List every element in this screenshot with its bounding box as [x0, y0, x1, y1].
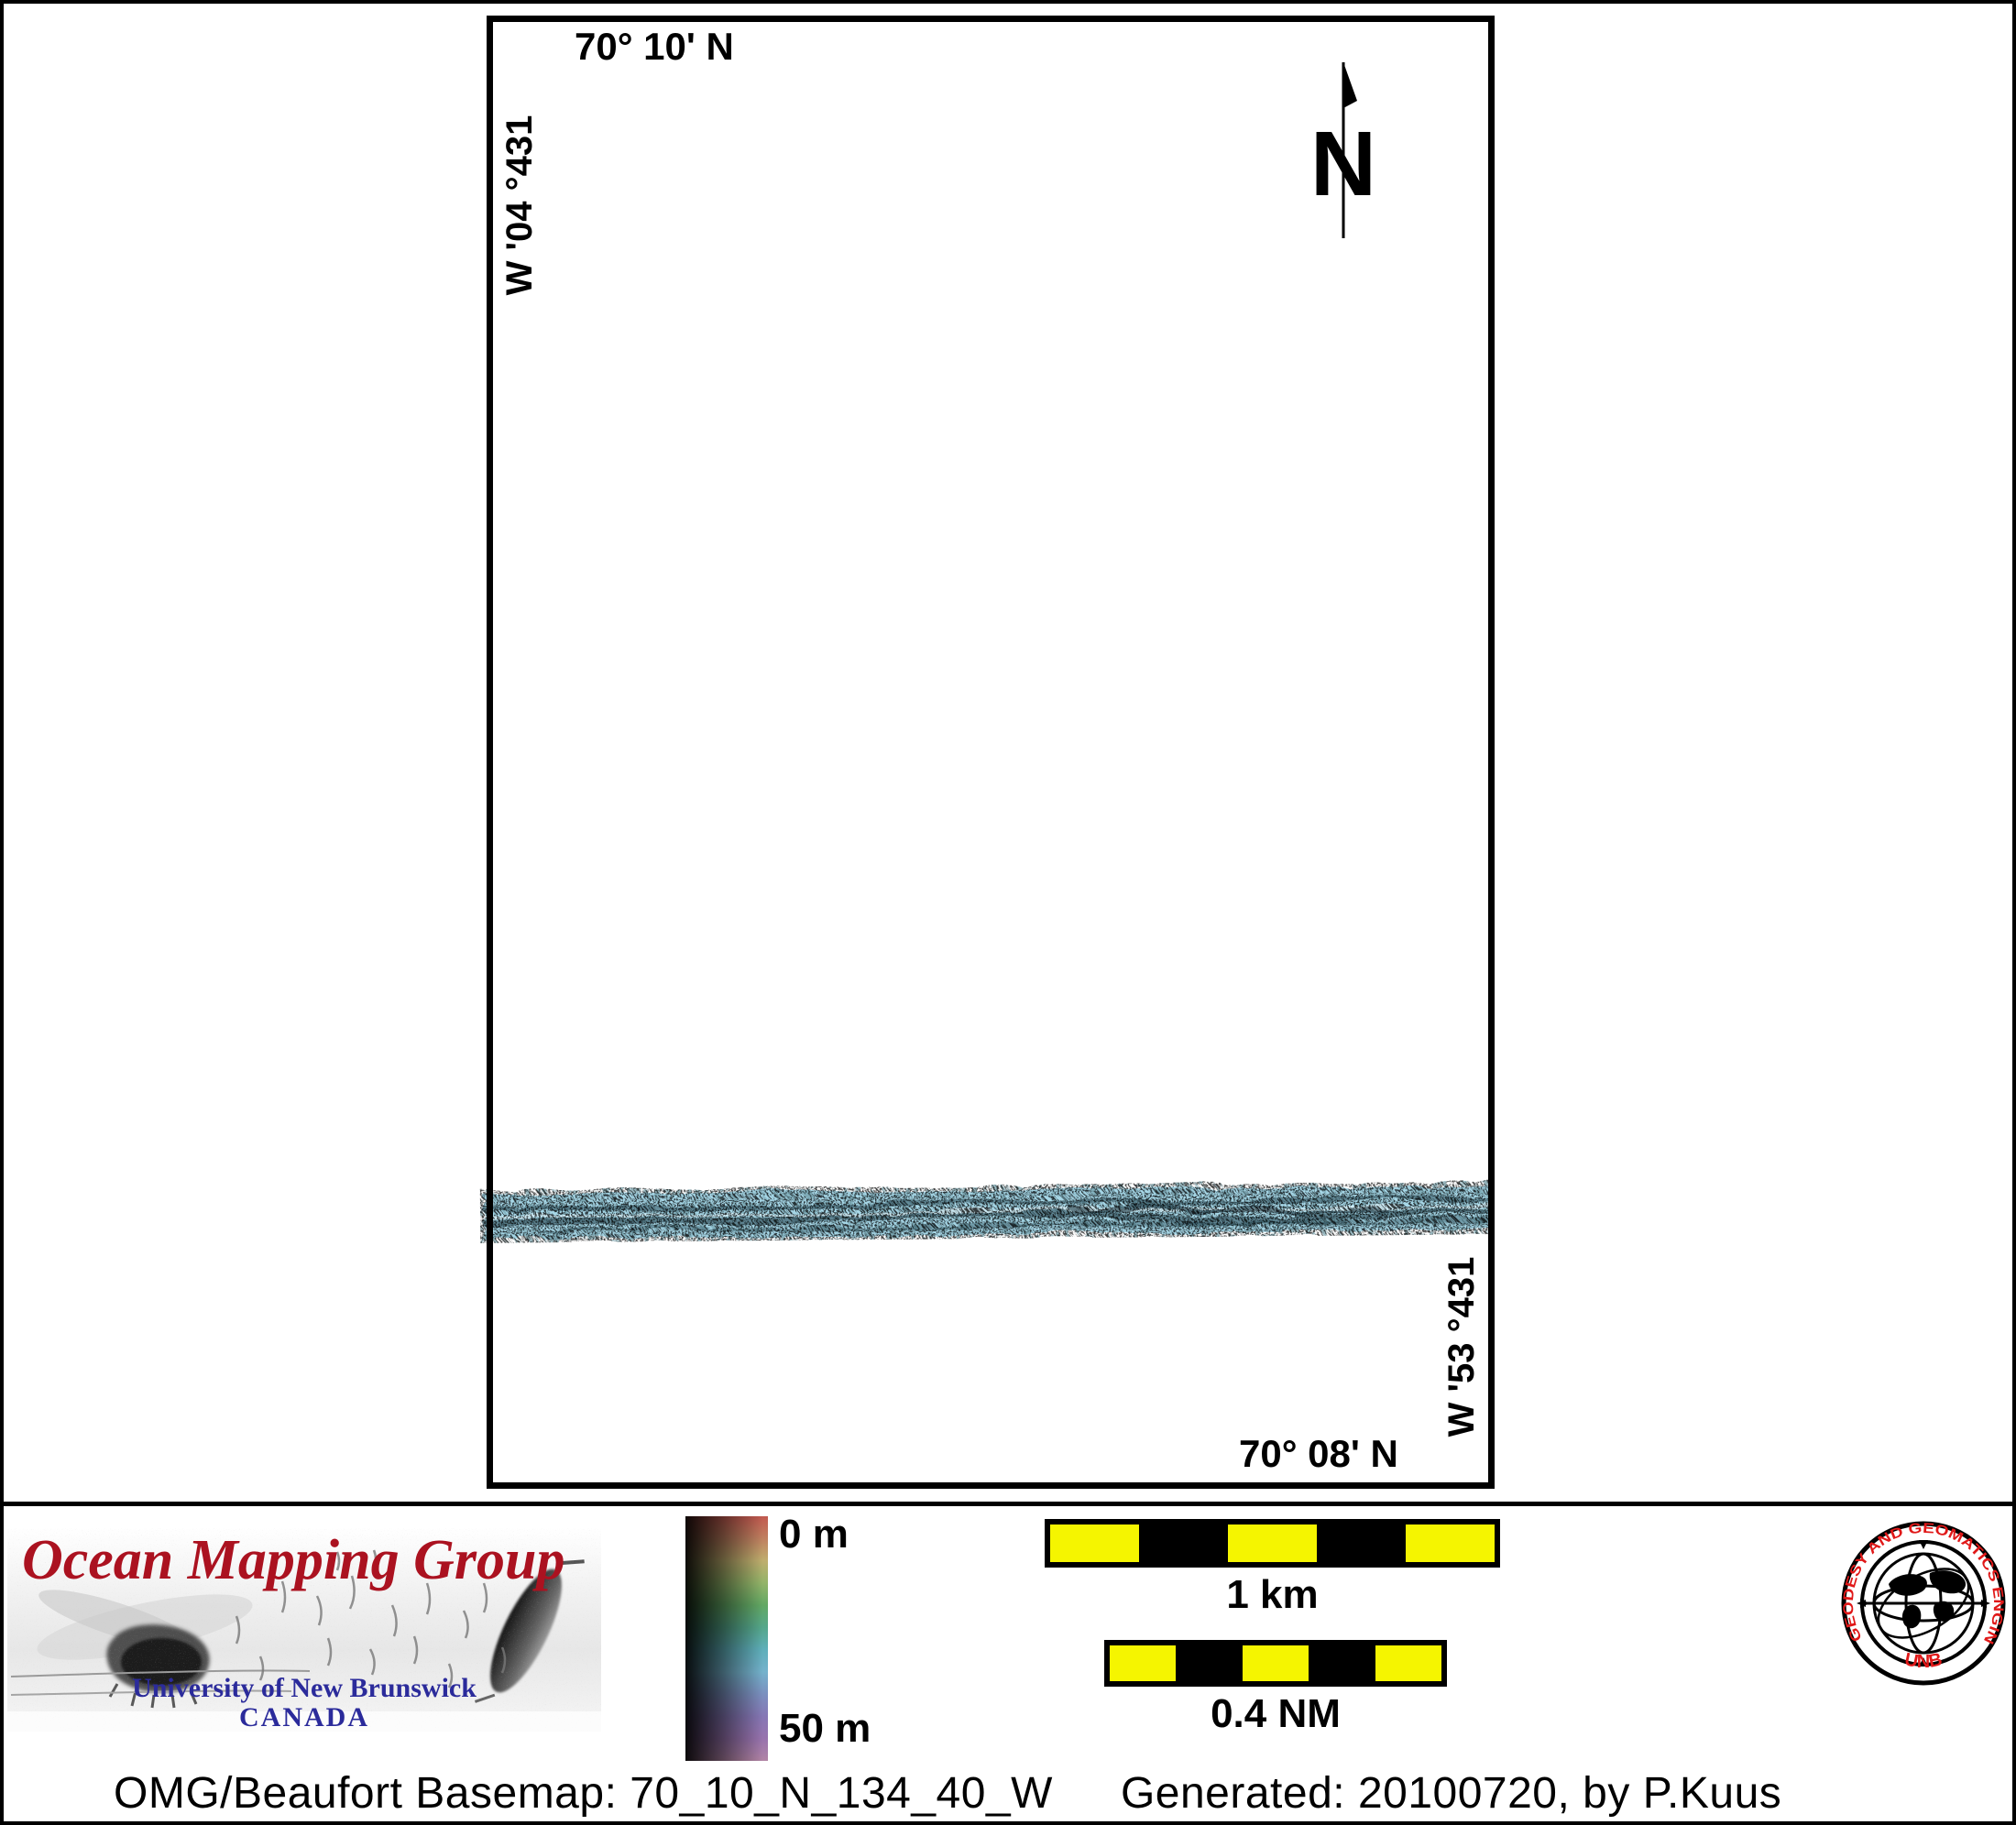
- caption-line: OMG/Beaufort Basemap: 70_10_N_134_40_W G…: [114, 1768, 1781, 1819]
- map-label-left-longitude: W '04 °431: [499, 115, 540, 296]
- scalebar-segment: [1228, 1524, 1317, 1562]
- map-frame: [487, 16, 1495, 1489]
- depth-colorbar: [685, 1516, 768, 1761]
- omg-logo-university: University of New Brunswick: [132, 1673, 477, 1703]
- scalebar-segment: [1176, 1645, 1243, 1681]
- scalebar-segment: [1050, 1524, 1139, 1562]
- north-arrow-label: N: [1310, 113, 1376, 215]
- scalebar-km: [1045, 1519, 1500, 1568]
- colorbar-min-label: 0 m: [779, 1512, 849, 1557]
- unb-geomatics-seal: GEODESY AND GEOMATICS ENGINEERING UNB: [1838, 1518, 2006, 1686]
- scalebar-segment: [1139, 1524, 1228, 1562]
- caption-basemap-id: OMG/Beaufort Basemap: 70_10_N_134_40_W: [114, 1769, 1053, 1818]
- scalebar-segment: [1406, 1524, 1495, 1562]
- multibeam-swath-graphic: [479, 1184, 1495, 1237]
- footer-separator-line: [0, 1502, 2016, 1506]
- omg-logo: Ocean Mapping Group University of New Br…: [7, 1528, 601, 1732]
- north-arrow: N: [1310, 62, 1376, 238]
- seal-org-text: UNB: [1903, 1649, 1945, 1672]
- colorbar-max-label: 50 m: [779, 1706, 871, 1751]
- scalebar-segment: [1242, 1645, 1309, 1681]
- omg-logo-title: Ocean Mapping Group: [22, 1529, 565, 1591]
- map-label-bottom-latitude: 70° 08' N: [1239, 1432, 1398, 1475]
- scalebar-nm-label: 0.4 NM: [1211, 1691, 1341, 1736]
- scalebar-km-label: 1 km: [1226, 1572, 1319, 1617]
- north-arrow-head: [1343, 62, 1357, 108]
- scalebar-segment: [1375, 1645, 1442, 1681]
- map-label-right-longitude: W '53 °431: [1441, 1256, 1482, 1437]
- caption-generated: Generated: 20100720, by P.Kuus: [1120, 1769, 1782, 1818]
- scalebar-segment: [1309, 1645, 1375, 1681]
- svg-text:UNB: UNB: [1903, 1649, 1945, 1672]
- scalebar-nm: [1104, 1640, 1447, 1687]
- scalebar-segment: [1110, 1645, 1177, 1681]
- map-label-top-latitude: 70° 10' N: [575, 25, 734, 68]
- omg-logo-country: CANADA: [239, 1702, 369, 1732]
- multibeam-swath: [479, 1177, 1495, 1243]
- scalebar-segment: [1317, 1524, 1406, 1562]
- omg-logo-sonar-image: [7, 1528, 601, 1732]
- seal-globe: [1857, 1540, 1990, 1667]
